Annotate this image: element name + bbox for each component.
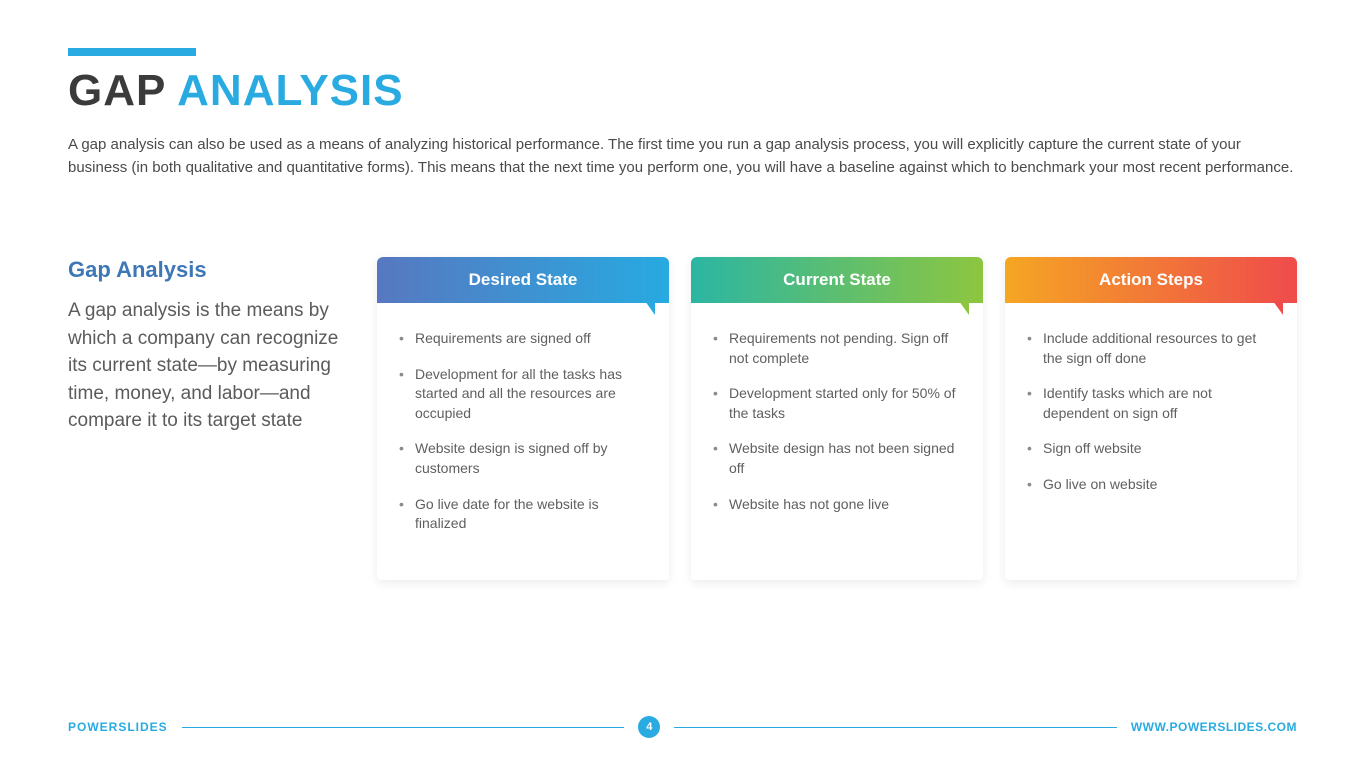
card-body: Requirements not pending. Sign off not c… (691, 303, 983, 560)
footer-brand: POWERSLIDES (68, 720, 168, 734)
intro-paragraph: A gap analysis can also be used as a mea… (68, 134, 1297, 179)
list-item: Requirements are signed off (399, 329, 647, 349)
cards-container: Desired State Requirements are signed off… (377, 257, 1297, 580)
list-item: Requirements not pending. Sign off not c… (713, 329, 961, 368)
card-list: Requirements are signed off Development f… (399, 329, 647, 534)
footer-brand-part2: SLIDES (118, 720, 167, 734)
list-item: Development for all the tasks has starte… (399, 365, 647, 424)
page-title: GAP ANALYSIS (68, 66, 1297, 116)
title-part1: GAP (68, 66, 177, 115)
footer-line-left (182, 727, 625, 728)
card-list: Requirements not pending. Sign off not c… (713, 329, 961, 514)
card: Desired State Requirements are signed off… (377, 257, 669, 580)
list-item: Go live date for the website is finalize… (399, 495, 647, 534)
footer-brand-part1: POWER (68, 720, 118, 734)
list-item: Include additional resources to get the … (1027, 329, 1275, 368)
card-body: Requirements are signed off Development f… (377, 303, 669, 580)
sidebar-text: A gap analysis is the means by which a c… (68, 297, 341, 435)
sidebar-block: Gap Analysis A gap analysis is the means… (68, 257, 341, 435)
footer-url: WWW.POWERSLIDES.COM (1131, 720, 1297, 734)
card: Current State Requirements not pending. S… (691, 257, 983, 580)
page-number-badge: 4 (638, 716, 660, 738)
card-body: Include additional resources to get the … (1005, 303, 1297, 541)
card-header: Desired State (377, 257, 669, 303)
content-row: Gap Analysis A gap analysis is the means… (68, 257, 1297, 580)
card-header: Action Steps (1005, 257, 1297, 303)
card-list: Include additional resources to get the … (1027, 329, 1275, 495)
card: Action Steps Include additional resources… (1005, 257, 1297, 580)
slide: GAP ANALYSIS A gap analysis can also be … (0, 0, 1365, 766)
list-item: Sign off website (1027, 439, 1275, 459)
list-item: Go live on website (1027, 475, 1275, 495)
list-item: Website design has not been signed off (713, 439, 961, 478)
list-item: Identify tasks which are not dependent o… (1027, 384, 1275, 423)
footer: POWERSLIDES 4 WWW.POWERSLIDES.COM (0, 716, 1365, 738)
card-header: Current State (691, 257, 983, 303)
sidebar-title: Gap Analysis (68, 257, 341, 283)
list-item: Website design is signed off by customer… (399, 439, 647, 478)
list-item: Website has not gone live (713, 495, 961, 515)
title-accent-bar (68, 48, 196, 56)
list-item: Development started only for 50% of the … (713, 384, 961, 423)
title-part2: ANALYSIS (177, 66, 403, 115)
footer-line-right (674, 727, 1117, 728)
